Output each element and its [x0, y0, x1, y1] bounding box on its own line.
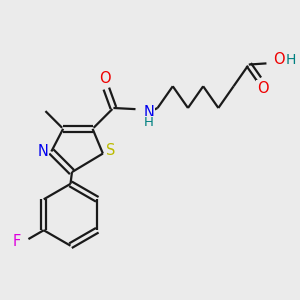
Text: O: O — [99, 71, 111, 86]
Text: S: S — [106, 143, 116, 158]
Text: N: N — [38, 144, 49, 159]
Text: N: N — [143, 106, 154, 121]
Text: O: O — [273, 52, 285, 67]
Text: H: H — [144, 116, 154, 129]
Text: H: H — [286, 52, 296, 67]
Text: O: O — [257, 81, 269, 96]
Text: F: F — [13, 234, 21, 249]
